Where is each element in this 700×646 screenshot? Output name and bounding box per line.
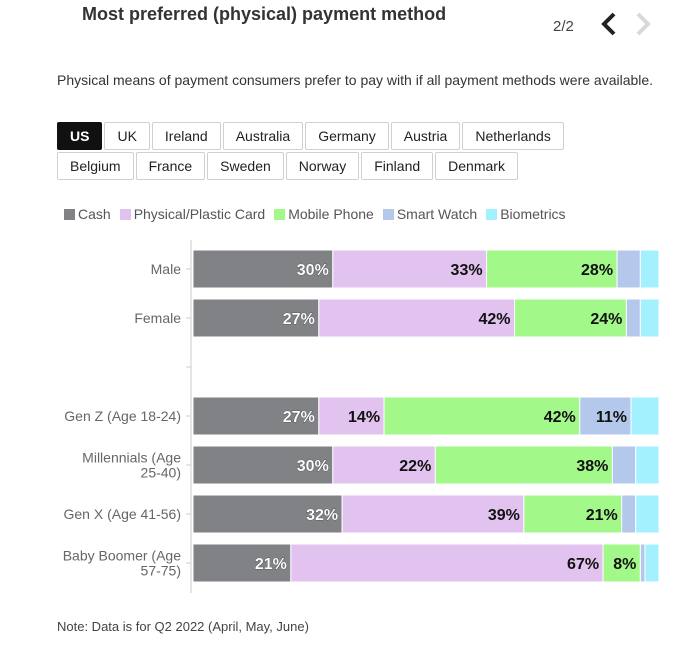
data-label: 28% — [581, 262, 613, 279]
country-tabs: US UK Ireland Australia Germany Austria … — [57, 122, 617, 182]
legend-swatch — [274, 208, 286, 220]
tab-australia[interactable]: Australia — [222, 122, 304, 150]
legend-item-physical-plastic-card[interactable]: Physical/Plastic Card — [119, 206, 266, 222]
tab-belgium[interactable]: Belgium — [57, 152, 134, 180]
data-label: 32% — [306, 507, 338, 524]
data-label: 21% — [255, 556, 287, 573]
chart-legend: Cash Physical/Plastic Card Mobile Phone … — [64, 206, 575, 222]
data-label: 67% — [567, 556, 599, 573]
bar-segment — [192, 249, 334, 289]
data-label: 42% — [479, 311, 511, 328]
bar-segment — [434, 445, 613, 485]
bar-segment — [635, 494, 660, 534]
bar-segment — [383, 396, 581, 436]
bar-segment — [332, 445, 436, 485]
bar-segment — [611, 445, 637, 485]
bar-segment — [192, 445, 334, 485]
tab-denmark[interactable]: Denmark — [435, 152, 518, 180]
legend-swatch — [64, 208, 75, 220]
chart-note: Note: Data is for Q2 2022 (April, May, J… — [57, 619, 309, 634]
bar-segment — [602, 543, 641, 583]
category-label: Gen Z (Age 18-24) — [64, 408, 181, 424]
legend-swatch — [382, 208, 394, 220]
stacked-bar-chart: Male 30% 33% 28% Female 27% 42% 24% Gen Z (Age 1… — [63, 240, 660, 593]
tab-ireland[interactable]: Ireland — [151, 122, 221, 150]
category-label: Baby Boomer (Age — [63, 548, 181, 564]
bar-segment — [644, 543, 660, 583]
legend-label: Biometrics — [500, 206, 566, 222]
legend-label: Cash — [78, 206, 111, 222]
tab-row: US UK Ireland Australia Germany Austria … — [57, 122, 617, 150]
data-label: 30% — [297, 458, 329, 475]
data-label: 21% — [586, 507, 618, 524]
bar-segment — [332, 249, 488, 289]
bar-segment — [616, 249, 641, 289]
bar-segment — [192, 298, 320, 338]
legend-item-mobile-phone[interactable]: Mobile Phone — [274, 206, 374, 222]
legend-item-biometrics[interactable]: Biometrics — [486, 206, 566, 222]
category-label: Male — [151, 261, 182, 277]
data-label: 27% — [283, 311, 315, 328]
data-label: 30% — [297, 262, 329, 279]
bar-segment — [523, 494, 623, 534]
bar-segment — [192, 543, 292, 583]
next-chart-button[interactable] — [628, 10, 656, 38]
bar-segment — [341, 494, 525, 534]
tab-us[interactable]: US — [57, 122, 103, 150]
previous-chart-button[interactable] — [596, 10, 624, 38]
tab-finland[interactable]: Finland — [361, 152, 434, 180]
bar-segment — [625, 298, 641, 338]
tab-france[interactable]: France — [135, 152, 206, 180]
data-label: 8% — [613, 556, 636, 573]
bar-segment — [290, 543, 604, 583]
chevron-left-icon — [601, 12, 616, 36]
chart-title: Most preferred (physical) payment method — [82, 4, 447, 24]
legend-item-smart-watch[interactable]: Smart Watch — [382, 206, 478, 222]
data-label: 24% — [590, 311, 622, 328]
bar-segment — [630, 396, 660, 436]
category-label: Gen X (Age 41-56) — [63, 506, 181, 522]
legend-label: Smart Watch — [396, 206, 478, 222]
tab-norway[interactable]: Norway — [285, 152, 360, 180]
chevron-right-icon — [636, 12, 651, 36]
tab-row: Belgium France Sweden Norway Finland Den… — [57, 152, 617, 180]
category-label: 25-40) — [141, 465, 181, 481]
category-label: 57-75) — [141, 563, 181, 579]
tab-austria[interactable]: Austria — [390, 122, 461, 150]
category-label: Millennials (Age — [82, 450, 181, 466]
data-label: 38% — [576, 458, 608, 475]
bar-segment — [639, 249, 660, 289]
data-label: 33% — [451, 262, 483, 279]
bar-segment — [486, 249, 618, 289]
tab-germany[interactable]: Germany — [305, 122, 389, 150]
tab-sweden[interactable]: Sweden — [207, 152, 284, 180]
bar-segment — [639, 543, 646, 583]
bar-segment — [621, 494, 637, 534]
bar-segment — [318, 298, 516, 338]
legend-item-cash[interactable]: Cash — [64, 206, 111, 222]
data-label: 11% — [596, 409, 627, 426]
bar-segment — [635, 445, 660, 485]
data-label: 42% — [544, 409, 576, 426]
data-label: 14% — [348, 409, 380, 426]
chart-subtitle: Physical means of payment consumers pref… — [57, 72, 654, 88]
legend-swatch — [486, 208, 498, 220]
data-label: 27% — [283, 409, 315, 426]
tab-netherlands[interactable]: Netherlands — [462, 122, 564, 150]
tab-uk[interactable]: UK — [104, 122, 150, 150]
bar-segment — [639, 298, 660, 338]
bar-segment — [192, 396, 320, 436]
legend-swatch — [119, 208, 131, 220]
category-label: Female — [134, 310, 181, 326]
bar-segment — [192, 494, 343, 534]
data-label: 22% — [399, 458, 431, 475]
page-indicator: 2/2 — [553, 18, 574, 35]
legend-label: Mobile Phone — [288, 206, 374, 222]
data-label: 39% — [488, 507, 520, 524]
bar-segment — [514, 298, 627, 338]
legend-label: Physical/Plastic Card — [133, 206, 266, 222]
